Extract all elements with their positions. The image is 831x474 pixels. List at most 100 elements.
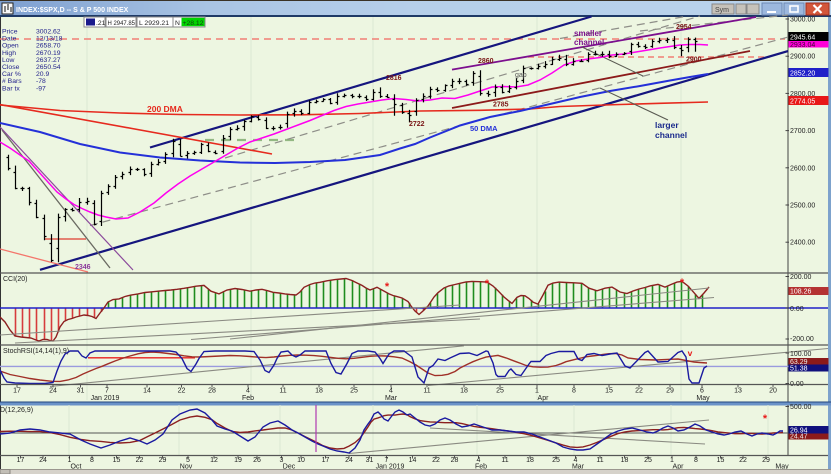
svg-text:2954: 2954 xyxy=(676,24,692,31)
svg-text:20.9: 20.9 xyxy=(36,71,49,78)
svg-text:D(12,26,9): D(12,26,9) xyxy=(0,407,33,414)
svg-text:2785: 2785 xyxy=(493,102,509,109)
svg-text:28: 28 xyxy=(208,388,216,395)
svg-text:2600.00: 2600.00 xyxy=(790,165,815,172)
svg-text:Close: Close xyxy=(2,64,20,71)
svg-text:*: * xyxy=(385,281,390,293)
svg-text:8: 8 xyxy=(90,457,94,464)
svg-text:2637.27: 2637.27 xyxy=(36,57,61,64)
svg-text:2800.00: 2800.00 xyxy=(790,91,815,98)
svg-text:200 DMA: 200 DMA xyxy=(147,104,183,114)
svg-text:14: 14 xyxy=(143,388,151,395)
svg-text:4: 4 xyxy=(574,457,578,464)
svg-text:29: 29 xyxy=(159,457,167,464)
svg-text:2658.70: 2658.70 xyxy=(36,43,61,50)
svg-text:22: 22 xyxy=(136,457,144,464)
svg-text:3002.62: 3002.62 xyxy=(36,29,61,36)
svg-text:Jan 2019: Jan 2019 xyxy=(91,395,120,402)
svg-text:L 2929.21: L 2929.21 xyxy=(139,20,169,27)
svg-text:11: 11 xyxy=(279,388,286,395)
svg-text:High: High xyxy=(2,50,16,57)
svg-text:11: 11 xyxy=(501,457,508,464)
svg-text:Sym: Sym xyxy=(715,7,729,14)
svg-text:7: 7 xyxy=(385,457,389,464)
svg-text:5: 5 xyxy=(186,457,190,464)
svg-text:Dec: Dec xyxy=(283,464,296,471)
svg-text:2860: 2860 xyxy=(478,58,494,65)
svg-text:7: 7 xyxy=(105,388,109,395)
svg-text:3000.00: 3000.00 xyxy=(790,17,815,24)
svg-text:Feb: Feb xyxy=(242,395,254,402)
svg-text:100.00: 100.00 xyxy=(790,351,812,358)
svg-text:2945.64: 2945.64 xyxy=(790,35,815,42)
svg-text:20: 20 xyxy=(769,388,777,395)
svg-text:12/13/18: 12/13/18 xyxy=(36,36,63,43)
svg-text:1: 1 xyxy=(670,457,674,464)
svg-text:15: 15 xyxy=(113,457,121,464)
svg-text:13: 13 xyxy=(734,388,742,395)
svg-text:14: 14 xyxy=(409,457,417,464)
svg-text:2650.54: 2650.54 xyxy=(36,64,61,71)
svg-text:Apr: Apr xyxy=(538,395,550,402)
svg-text:15: 15 xyxy=(717,457,725,464)
svg-text:200.00: 200.00 xyxy=(790,274,812,281)
svg-text:24: 24 xyxy=(39,457,47,464)
svg-text:18: 18 xyxy=(621,457,629,464)
svg-text:Mar: Mar xyxy=(385,395,398,402)
svg-text:25: 25 xyxy=(644,457,652,464)
svg-text:Price: Price xyxy=(2,29,18,36)
svg-text:22: 22 xyxy=(635,388,643,395)
svg-text:24.47: 24.47 xyxy=(790,434,808,441)
svg-text:2816: 2816 xyxy=(386,75,402,82)
svg-text:channel: channel xyxy=(574,38,604,47)
svg-text:8: 8 xyxy=(572,388,576,395)
svg-text:2700.00: 2700.00 xyxy=(790,128,815,135)
svg-text:31: 31 xyxy=(77,388,85,395)
svg-text:3: 3 xyxy=(280,457,284,464)
svg-text:.21: .21 xyxy=(96,20,106,27)
svg-text:25: 25 xyxy=(496,388,504,395)
svg-text:2900.00: 2900.00 xyxy=(790,54,815,61)
svg-text:19: 19 xyxy=(234,457,242,464)
svg-text:N: N xyxy=(175,20,180,27)
svg-text:25: 25 xyxy=(552,457,560,464)
svg-text:25: 25 xyxy=(350,388,358,395)
svg-text:Low: Low xyxy=(2,57,15,64)
svg-text:24: 24 xyxy=(49,388,57,395)
svg-text:4: 4 xyxy=(246,388,250,395)
svg-text:2400.00: 2400.00 xyxy=(790,240,815,247)
svg-text:10: 10 xyxy=(297,457,305,464)
svg-text:2933.04: 2933.04 xyxy=(790,42,815,49)
svg-text:2900: 2900 xyxy=(686,57,702,64)
svg-text:4: 4 xyxy=(477,457,481,464)
svg-text:17: 17 xyxy=(322,457,330,464)
svg-text:INDEX:$SPX,D -- S & P 500 INDE: INDEX:$SPX,D -- S & P 500 INDEX xyxy=(16,7,129,14)
svg-text:18: 18 xyxy=(460,388,468,395)
svg-text:Oct: Oct xyxy=(71,464,82,471)
svg-text:*: * xyxy=(763,413,768,425)
svg-text:11: 11 xyxy=(423,388,430,395)
svg-text:31: 31 xyxy=(366,457,374,464)
svg-text:Feb: Feb xyxy=(475,464,487,471)
svg-text:Open: Open xyxy=(2,43,19,50)
svg-text:-200.00: -200.00 xyxy=(790,336,814,343)
svg-text:StochRSI(14,14(1),9): StochRSI(14,14(1),9) xyxy=(3,348,69,355)
svg-text:26: 26 xyxy=(253,457,261,464)
svg-text:12: 12 xyxy=(210,457,218,464)
svg-text:v: v xyxy=(688,348,693,358)
svg-text:# Bars: # Bars xyxy=(2,78,22,85)
svg-text:0.00: 0.00 xyxy=(790,306,804,313)
svg-text:29: 29 xyxy=(666,388,674,395)
svg-text:22: 22 xyxy=(739,457,747,464)
svg-text:8: 8 xyxy=(694,457,698,464)
svg-text:15: 15 xyxy=(605,388,613,395)
svg-text:-97: -97 xyxy=(36,85,46,92)
svg-text:channel: channel xyxy=(655,130,687,140)
svg-text:2722: 2722 xyxy=(409,121,425,128)
svg-text:29: 29 xyxy=(762,457,770,464)
svg-text:gap: gap xyxy=(515,72,527,79)
svg-text:26.94: 26.94 xyxy=(790,428,808,435)
svg-text:Bar tx: Bar tx xyxy=(2,85,20,92)
svg-text:Date: Date xyxy=(2,36,17,43)
svg-text:108.26: 108.26 xyxy=(790,289,812,296)
